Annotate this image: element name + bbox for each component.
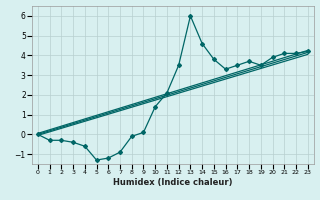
- X-axis label: Humidex (Indice chaleur): Humidex (Indice chaleur): [113, 178, 233, 187]
